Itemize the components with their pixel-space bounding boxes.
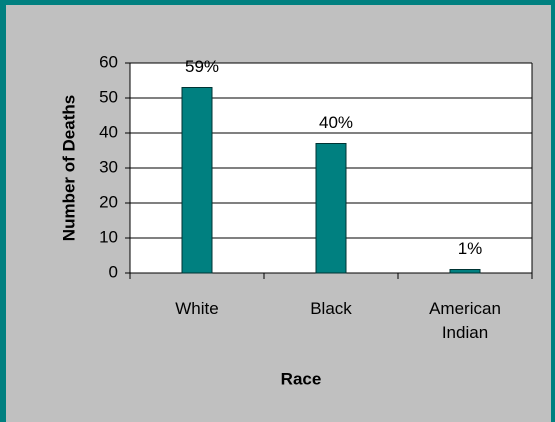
y-axis-title: Number of Deaths [59, 95, 78, 241]
y-tick-label: 0 [109, 262, 118, 281]
y-tick-label: 10 [99, 227, 118, 246]
data-label: 40% [319, 113, 353, 132]
x-tick-label: American Indian [429, 299, 501, 342]
y-tick-label: 30 [99, 157, 118, 176]
x-tick-label: Black [310, 299, 352, 318]
y-tick-label: 50 [99, 87, 118, 106]
x-tick-label: White [175, 299, 219, 318]
x-axis-title: Race [281, 369, 322, 388]
y-tick-label: 40 [99, 122, 118, 141]
y-tick-label: 20 [99, 192, 118, 211]
bar [315, 143, 347, 274]
bar [181, 87, 213, 274]
bar [449, 269, 481, 274]
data-label: 59% [185, 57, 219, 76]
data-label: 1% [458, 239, 483, 258]
y-tick-label: 60 [99, 52, 118, 71]
